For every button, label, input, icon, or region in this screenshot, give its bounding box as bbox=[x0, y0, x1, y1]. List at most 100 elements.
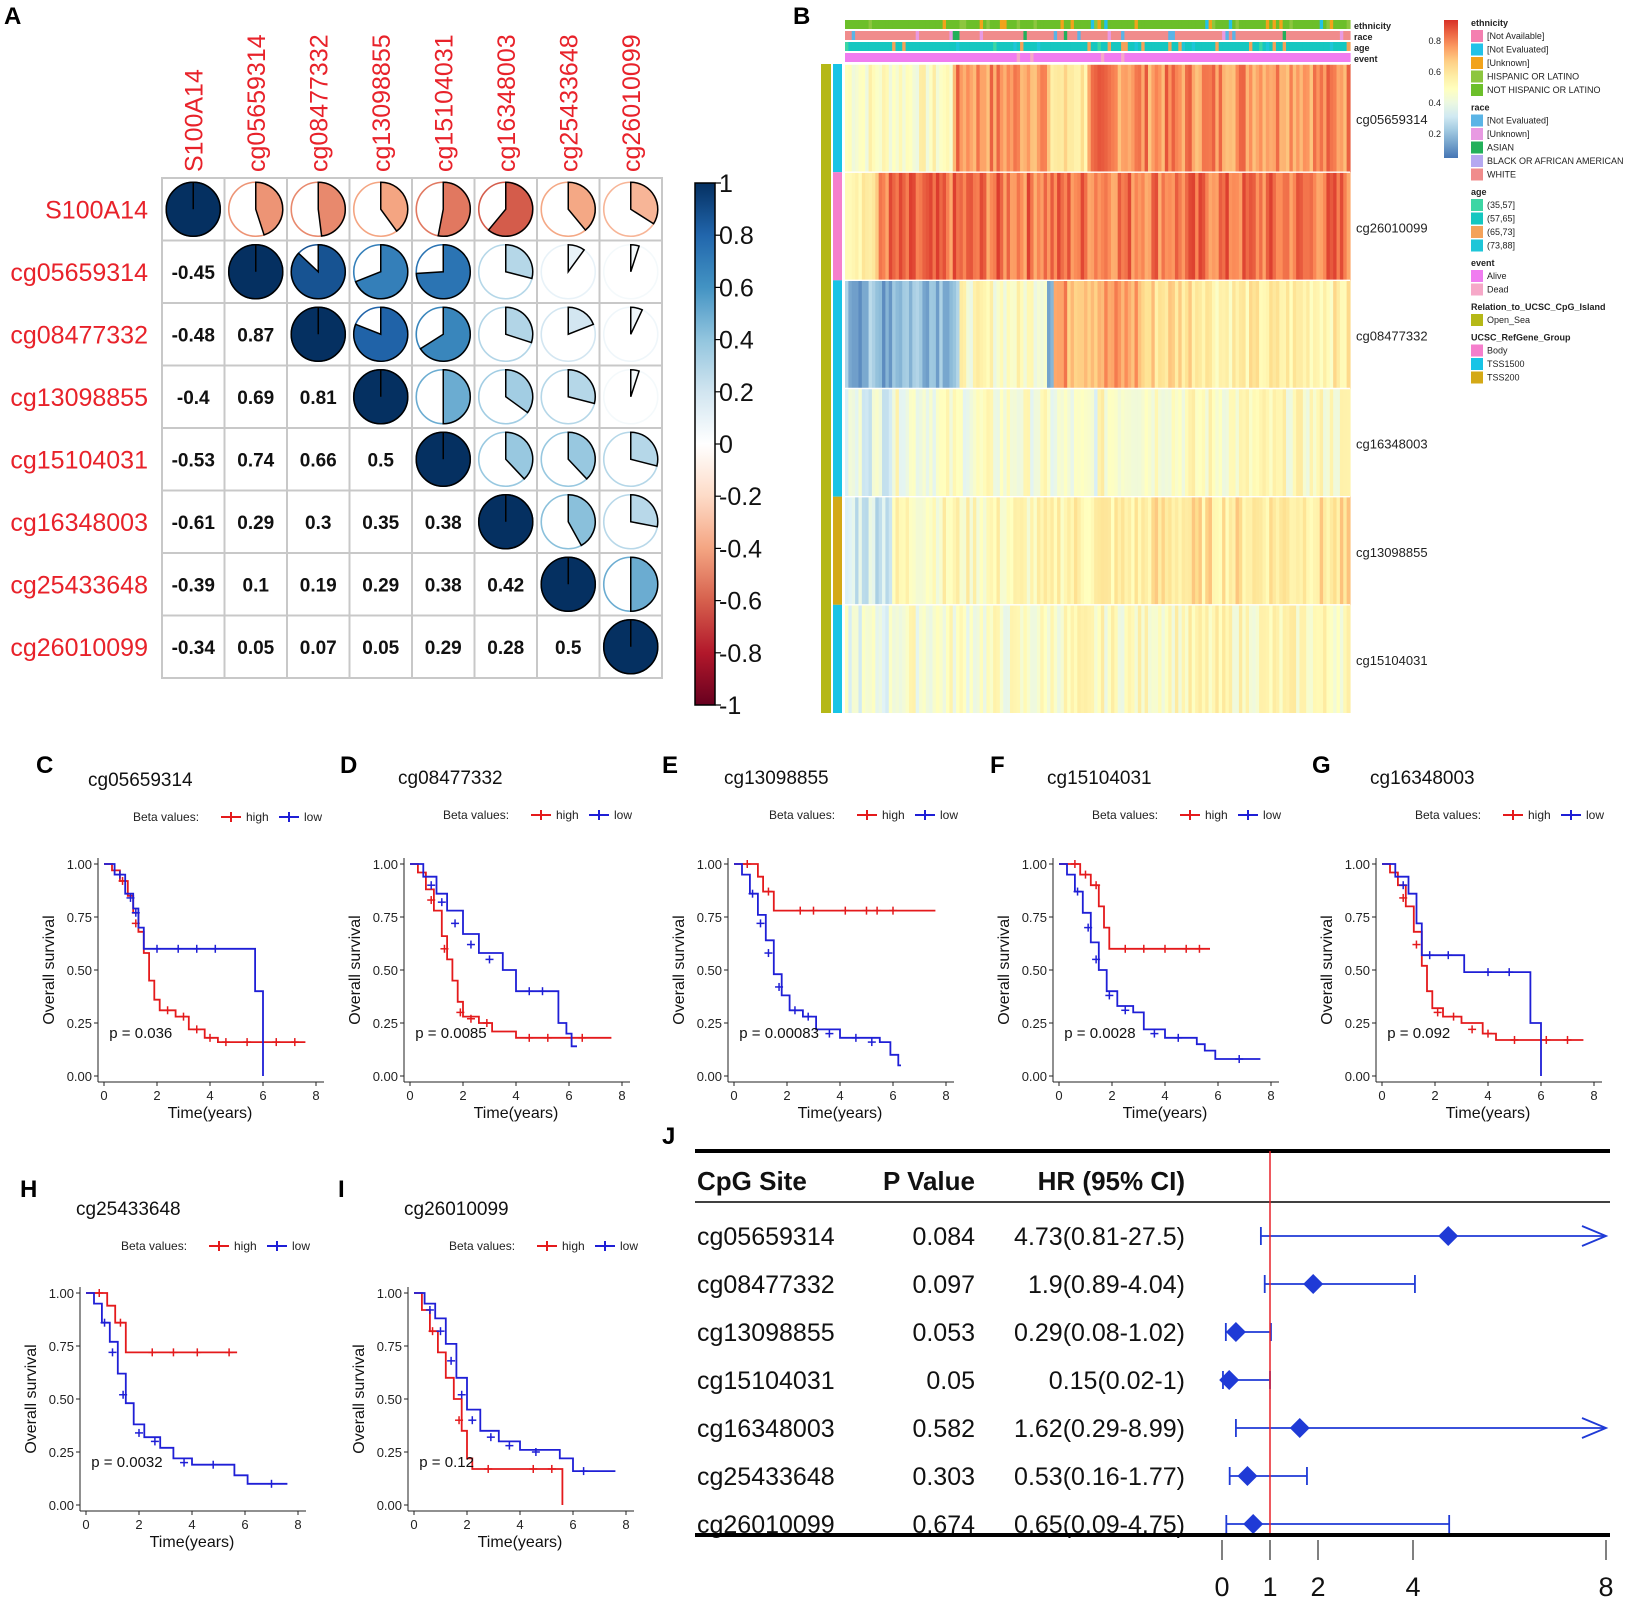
annotation-track-cell bbox=[1050, 31, 1055, 40]
heatmap-cell bbox=[932, 604, 937, 713]
heatmap-cell bbox=[1302, 496, 1307, 605]
heatmap-cell bbox=[1131, 388, 1136, 497]
annotation-track-cell bbox=[956, 42, 961, 51]
annotation-track-cell bbox=[858, 20, 863, 29]
annotation-track-cell bbox=[929, 53, 934, 62]
annotation-track-cell bbox=[1181, 42, 1186, 51]
annotation-track-cell bbox=[986, 20, 991, 29]
column-label: cg26010099 bbox=[618, 34, 646, 172]
heatmap-cell bbox=[1228, 280, 1233, 389]
heatmap-cell bbox=[855, 388, 860, 497]
heatmap-cell bbox=[956, 172, 961, 281]
annotation-track-cell bbox=[1201, 31, 1206, 40]
heatmap-cell bbox=[919, 172, 924, 281]
heatmap-cell bbox=[1191, 280, 1196, 389]
heatmap-cell bbox=[1292, 64, 1297, 173]
annotation-track-cell bbox=[942, 53, 947, 62]
correlation-pie bbox=[567, 431, 596, 480]
heatmap-cell bbox=[1336, 280, 1341, 389]
annotation-track-cell bbox=[1110, 31, 1115, 40]
heatmap-cell bbox=[1208, 172, 1213, 281]
km-y-axis-label: Overall survival bbox=[347, 915, 364, 1024]
annotation-track-cell bbox=[1053, 42, 1058, 51]
heatmap-cell bbox=[1020, 604, 1025, 713]
heatmap-cell bbox=[1077, 280, 1082, 389]
heatmap-cell bbox=[1302, 388, 1307, 497]
annotation-track-cell bbox=[1070, 20, 1075, 29]
heatmap-cell bbox=[1309, 280, 1314, 389]
annotation-track-cell bbox=[989, 20, 994, 29]
heatmap-cell bbox=[1121, 604, 1126, 713]
heatmap-cell bbox=[1080, 388, 1085, 497]
heatmap-cell bbox=[929, 604, 934, 713]
annotation-track-cell bbox=[1137, 31, 1142, 40]
km-y-tick-label: 0.00 bbox=[49, 1498, 74, 1513]
annotation-track-cell bbox=[956, 53, 961, 62]
annotation-track-cell bbox=[902, 53, 907, 62]
annotation-track-cell bbox=[1036, 31, 1041, 40]
annotation-track-cell bbox=[1154, 31, 1159, 40]
km-x-axis-label: Time(years) bbox=[478, 1534, 563, 1551]
annotation-track-cell bbox=[1033, 31, 1038, 40]
colorbar-tick-label: 0 bbox=[719, 431, 733, 459]
annotation-track-cell bbox=[1235, 31, 1240, 40]
annotation-track-cell bbox=[868, 20, 873, 29]
annotation-track-cell bbox=[1326, 42, 1331, 51]
column-label: cg16348003 bbox=[493, 34, 521, 172]
heatmap-cell bbox=[1272, 496, 1277, 605]
km-y-tick-label: 0.50 bbox=[49, 1392, 74, 1407]
annotation-track-cell bbox=[1292, 53, 1297, 62]
correlation-pie bbox=[567, 243, 586, 275]
heatmap-cell bbox=[1208, 388, 1213, 497]
annotation-track-cell bbox=[1164, 53, 1169, 62]
heatmap-cell bbox=[925, 496, 930, 605]
heatmap-cell bbox=[855, 604, 860, 713]
annotation-track-cell bbox=[983, 53, 987, 62]
heatmap-cell bbox=[1185, 496, 1189, 605]
km-legend-label: high bbox=[1205, 808, 1228, 822]
annotation-track-cell bbox=[888, 31, 893, 40]
annotation-track-cell bbox=[1104, 53, 1109, 62]
annotation-track-cell bbox=[1259, 31, 1264, 40]
annotation-track-cell bbox=[1191, 20, 1196, 29]
heatmap-cell bbox=[1309, 388, 1314, 497]
annotation-track-cell bbox=[1249, 42, 1253, 51]
heatmap-cell bbox=[1235, 388, 1240, 497]
annotation-track-cell bbox=[1242, 20, 1247, 29]
annotation-track-cell bbox=[1208, 42, 1213, 51]
heatmap-cell bbox=[1057, 280, 1062, 389]
heatmap-cell bbox=[1282, 388, 1287, 497]
heatmap-cell bbox=[1036, 496, 1041, 605]
heatmap-cell bbox=[1198, 64, 1203, 173]
heatmap-cell bbox=[1003, 496, 1008, 605]
annotation-track-cell bbox=[1097, 31, 1102, 40]
heatmap-cell bbox=[1255, 604, 1260, 713]
annotation-track-cell bbox=[858, 42, 863, 51]
heatmap-cell bbox=[1185, 172, 1189, 281]
heatmap-cell bbox=[1168, 388, 1173, 497]
annotation-track-cell bbox=[1178, 20, 1183, 29]
annotation-track-cell bbox=[848, 31, 853, 40]
annotation-track-cell bbox=[925, 31, 930, 40]
heatmap-cell bbox=[855, 496, 860, 605]
heatmap-cell bbox=[1225, 280, 1230, 389]
heatmap-cell bbox=[1252, 604, 1257, 713]
correlation-pie bbox=[567, 368, 596, 405]
annotation-track-cell bbox=[915, 53, 920, 62]
annotation-track-cell bbox=[1222, 53, 1227, 62]
heatmap-cell bbox=[966, 64, 971, 173]
km-legend-label: high bbox=[246, 810, 269, 824]
annotation-track-cell bbox=[1228, 31, 1233, 40]
annotation-track-cell bbox=[1323, 42, 1328, 51]
annotation-track-cell bbox=[1252, 42, 1257, 51]
correlation-value: 0.69 bbox=[237, 388, 274, 409]
km-p-value: p = 0.036 bbox=[109, 1025, 172, 1042]
heatmap-cell bbox=[1319, 496, 1324, 605]
annotation-track-cell bbox=[1047, 31, 1051, 40]
heatmap-cell bbox=[1336, 604, 1341, 713]
heatmap-cell bbox=[969, 172, 974, 281]
annotation-track-cell bbox=[1339, 20, 1344, 29]
legend-label: TSS1500 bbox=[1487, 359, 1525, 369]
annotation-track-cell bbox=[1319, 53, 1324, 62]
